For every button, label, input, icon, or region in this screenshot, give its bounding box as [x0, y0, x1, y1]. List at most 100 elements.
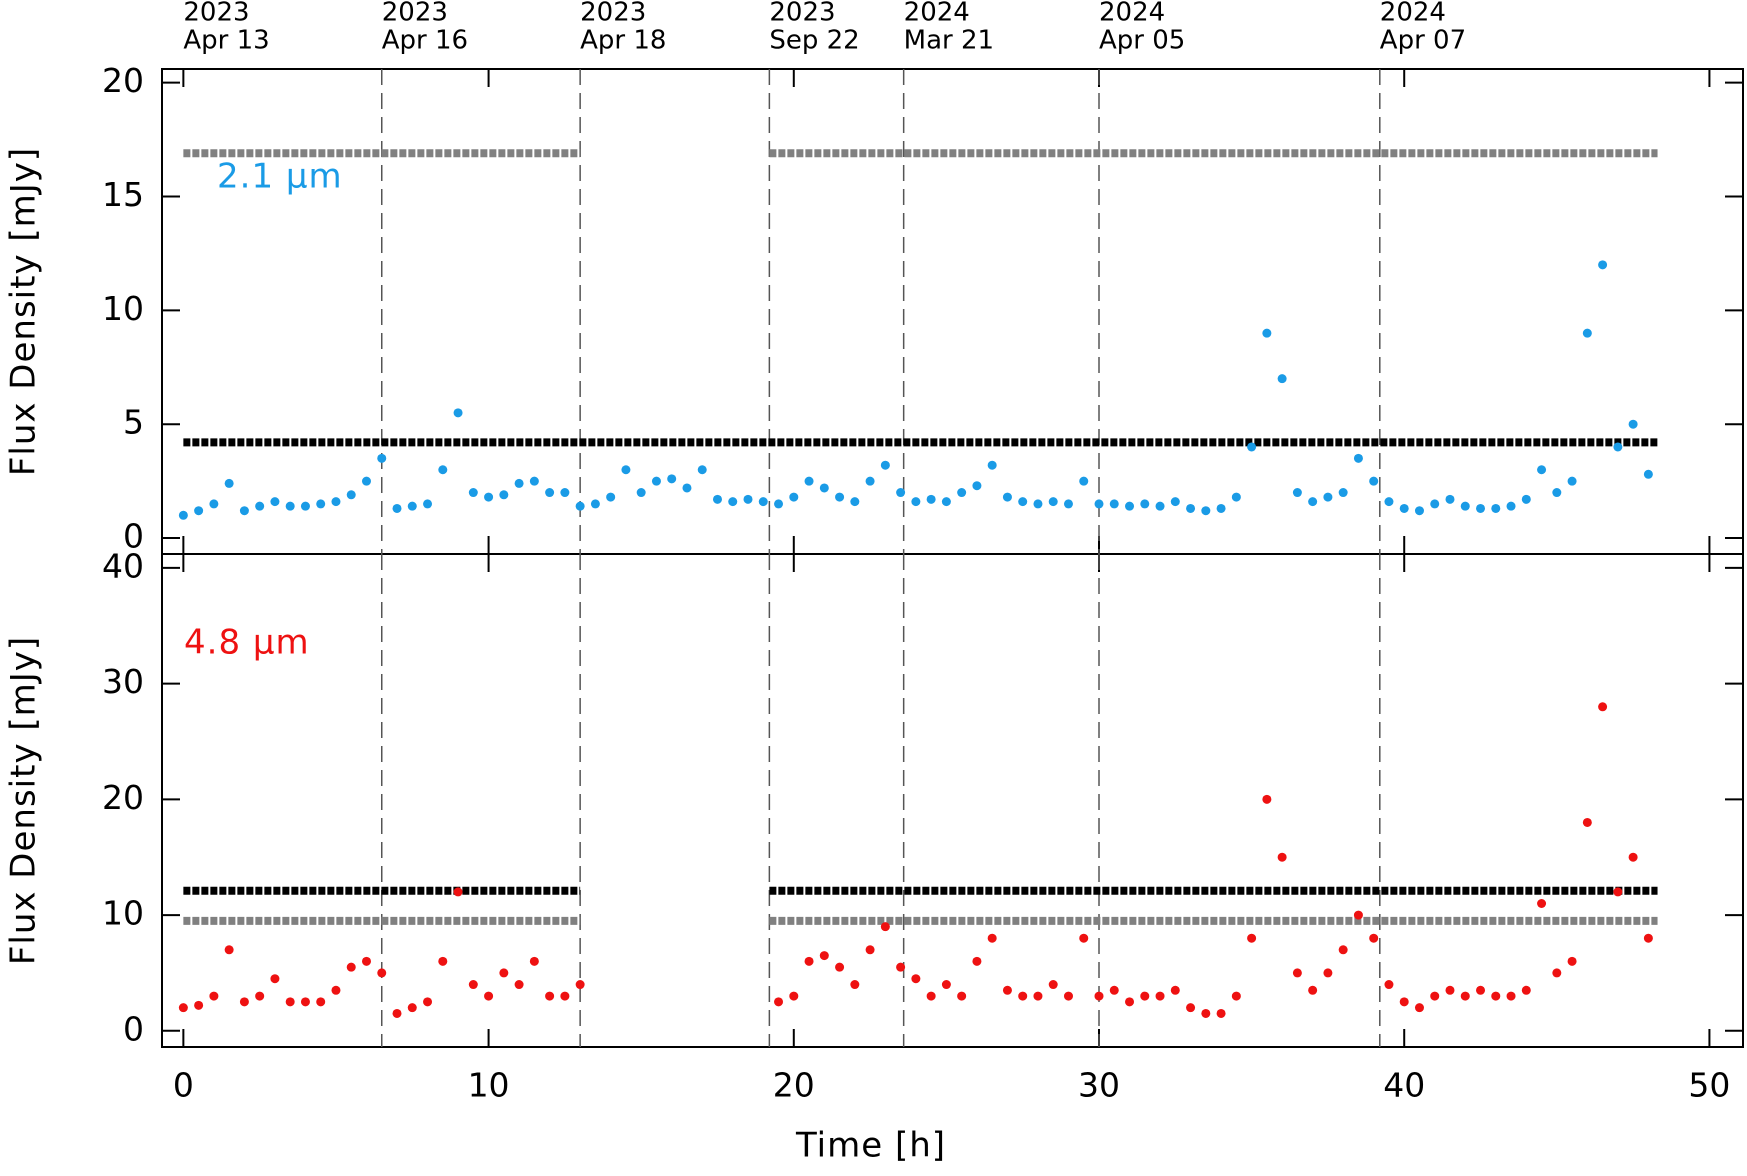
- data-point: [361, 476, 371, 486]
- data-point: [1369, 933, 1379, 943]
- data-point: [941, 980, 951, 990]
- data-point: [1231, 492, 1241, 502]
- data-point: [1598, 260, 1608, 270]
- data-point: [1170, 985, 1180, 995]
- data-point: [1140, 499, 1150, 509]
- data-point: [1186, 503, 1196, 513]
- data-point: [1613, 887, 1623, 897]
- data-point: [300, 997, 310, 1007]
- data-point: [1018, 497, 1028, 507]
- data-point: [1109, 499, 1119, 509]
- data-point: [987, 933, 997, 943]
- epoch-date: Apr 18: [580, 26, 666, 56]
- data-point: [1216, 1008, 1226, 1018]
- data-point: [1369, 476, 1379, 486]
- data-point: [1262, 794, 1272, 804]
- epoch-date: Mar 21: [904, 26, 994, 56]
- data-point: [361, 956, 371, 966]
- data-point: [1353, 910, 1363, 920]
- data-point: [438, 465, 448, 475]
- data-point: [499, 490, 509, 500]
- data-point: [331, 985, 341, 995]
- epoch-year: 2023: [382, 0, 448, 28]
- data-point: [1292, 488, 1302, 498]
- data-point: [1048, 497, 1058, 507]
- data-point: [789, 492, 799, 502]
- data-point: [270, 974, 280, 984]
- data-point: [423, 997, 433, 1007]
- data-point: [560, 991, 570, 1001]
- data-point: [468, 488, 478, 498]
- data-point: [392, 1008, 402, 1018]
- data-point: [1582, 817, 1592, 827]
- data-point: [774, 997, 784, 1007]
- data-point: [1125, 501, 1135, 511]
- data-point: [926, 991, 936, 1001]
- data-point: [377, 968, 387, 978]
- data-point: [285, 997, 295, 1007]
- data-point: [957, 488, 967, 498]
- data-point: [819, 951, 829, 961]
- data-point: [941, 497, 951, 507]
- data-point: [880, 922, 890, 932]
- data-point: [1567, 476, 1577, 486]
- data-point: [1460, 501, 1470, 511]
- data-point: [1643, 469, 1653, 479]
- data-point: [1506, 991, 1516, 1001]
- data-point: [1155, 991, 1165, 1001]
- data-point: [972, 956, 982, 966]
- data-point: [1323, 492, 1333, 502]
- data-point: [514, 980, 524, 990]
- x-axis-title: Time [h]: [795, 1126, 946, 1166]
- data-point: [1399, 503, 1409, 513]
- data-point: [575, 501, 585, 511]
- data-point: [1033, 991, 1043, 1001]
- x-tick-label: 40: [1383, 1066, 1425, 1105]
- data-point: [850, 497, 860, 507]
- data-point: [499, 968, 509, 978]
- data-point: [1476, 985, 1486, 995]
- data-point: [1430, 991, 1440, 1001]
- data-point: [911, 974, 921, 984]
- y-tick-label: 0: [123, 517, 144, 556]
- epoch-year: 2024: [1380, 0, 1446, 28]
- x-tick-label: 30: [1078, 1066, 1120, 1105]
- data-point: [1598, 702, 1608, 712]
- data-point: [1384, 497, 1394, 507]
- epoch-date: Sep 22: [769, 26, 859, 56]
- data-point: [377, 453, 387, 463]
- data-point: [774, 499, 784, 509]
- data-point: [896, 962, 906, 972]
- data-point: [1552, 488, 1562, 498]
- x-tick-label: 10: [468, 1066, 510, 1105]
- data-point: [651, 476, 661, 486]
- data-point: [255, 501, 265, 511]
- data-point: [1048, 980, 1058, 990]
- data-point: [1613, 442, 1623, 452]
- epoch-year: 2024: [1099, 0, 1165, 28]
- y-tick-label: 10: [102, 894, 144, 933]
- data-point: [1537, 898, 1547, 908]
- data-point: [590, 499, 600, 509]
- data-point: [1033, 499, 1043, 509]
- data-point: [178, 510, 188, 520]
- data-point: [1002, 492, 1012, 502]
- data-point: [239, 997, 249, 1007]
- data-point: [178, 1003, 188, 1013]
- y-axis-title: Flux Density [mJy]: [4, 636, 44, 965]
- x-tick-label: 50: [1688, 1066, 1730, 1105]
- data-point: [1445, 494, 1455, 504]
- data-point: [865, 476, 875, 486]
- data-point: [972, 481, 982, 491]
- data-point: [1277, 374, 1287, 384]
- series-label: 2.1 μm: [217, 157, 343, 197]
- data-point: [606, 492, 616, 502]
- data-point: [1247, 933, 1257, 943]
- data-point: [1262, 328, 1272, 338]
- data-point: [529, 476, 539, 486]
- data-point: [1537, 465, 1547, 475]
- y-tick-label: 30: [102, 662, 144, 701]
- data-point: [1216, 503, 1226, 513]
